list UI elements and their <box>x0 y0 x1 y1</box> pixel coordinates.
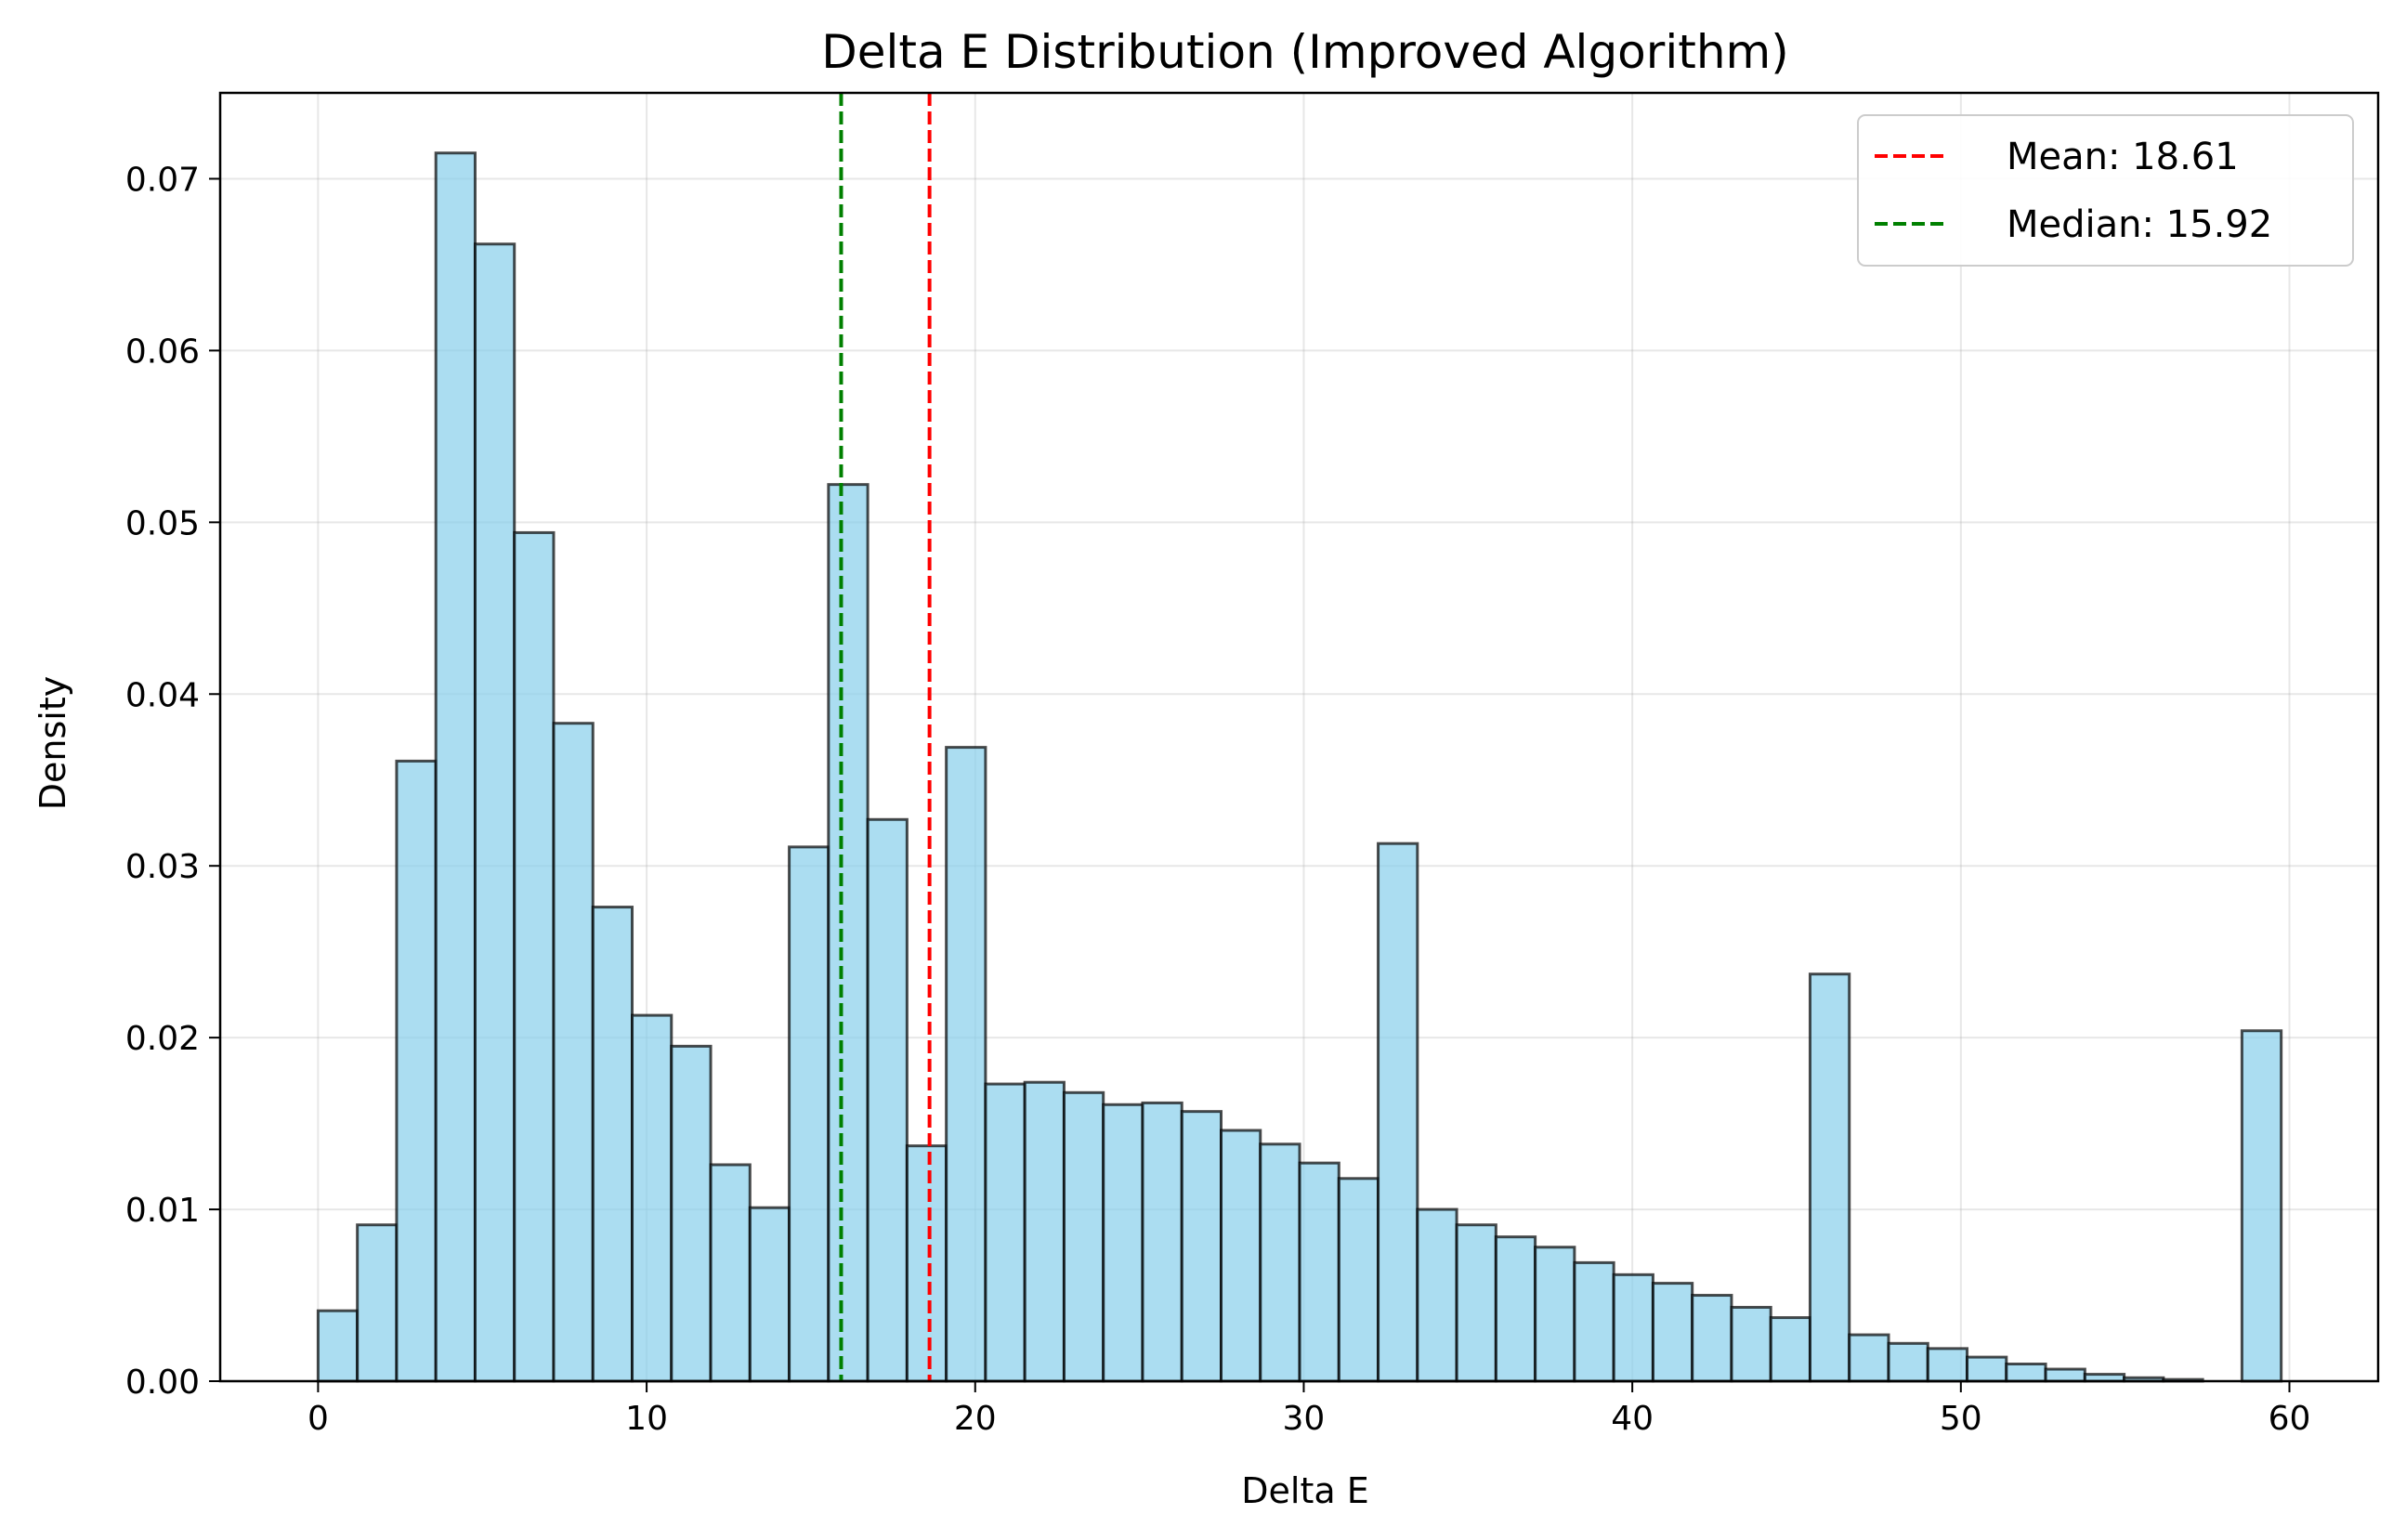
histogram-bar <box>1534 1246 1576 1383</box>
y-tick-label: 0.04 <box>125 676 200 714</box>
histogram-bar <box>748 1206 791 1383</box>
histogram-bar <box>2240 1029 2283 1383</box>
histogram-bar <box>905 1144 948 1383</box>
histogram-bar <box>1416 1207 1458 1383</box>
histogram-bar <box>670 1044 713 1383</box>
histogram-bar <box>827 483 870 1383</box>
histogram-bar <box>1612 1272 1654 1383</box>
histogram-bar <box>1651 1282 1694 1383</box>
histogram-bar <box>945 746 987 1383</box>
histogram-bar <box>1573 1260 1615 1383</box>
y-axis-ticks: 0.00 0.01 0.02 0.03 0.04 0.05 0.06 0.07 <box>125 161 220 1402</box>
x-tick-label: 20 <box>954 1400 997 1438</box>
histogram-bar <box>709 1163 752 1383</box>
histogram-bar <box>1966 1355 2008 1383</box>
x-tick-label: 50 <box>1940 1400 1982 1438</box>
y-tick-label: 0.02 <box>125 1020 200 1058</box>
histogram-bar <box>1730 1305 1772 1383</box>
legend-label-mean: Mean: 18.61 <box>2007 136 2239 178</box>
histogram-bar <box>1926 1347 1969 1383</box>
histogram-bar <box>866 817 909 1383</box>
histogram-bar <box>1180 1110 1223 1383</box>
legend-label-median: Median: 15.92 <box>2007 203 2272 246</box>
x-tick-label: 0 <box>307 1400 329 1438</box>
y-tick-label: 0.03 <box>125 848 200 886</box>
y-tick-label: 0.05 <box>125 504 200 542</box>
histogram-bar <box>1887 1341 1929 1383</box>
histogram-bar <box>434 151 477 1383</box>
y-tick-label: 0.01 <box>125 1192 200 1230</box>
histogram-bar <box>356 1223 399 1383</box>
histogram-bar <box>631 1013 673 1383</box>
histogram-bar <box>1691 1294 1733 1383</box>
histogram-bar <box>984 1082 1026 1383</box>
histogram-bar <box>395 759 438 1383</box>
histogram-bars <box>316 151 2283 1383</box>
histogram-bar <box>1023 1080 1066 1383</box>
histogram-bar <box>1494 1235 1537 1383</box>
histogram-bar <box>513 530 556 1383</box>
histogram-bar <box>2044 1367 2086 1383</box>
histogram-bar <box>316 1309 360 1383</box>
plot-frame <box>218 91 2380 1383</box>
y-axis-label: Density <box>33 676 73 810</box>
x-tick-label: 60 <box>2269 1400 2311 1438</box>
histogram-bar <box>1259 1142 1301 1383</box>
y-tick-label: 0.07 <box>125 161 200 199</box>
histogram-bar <box>1219 1129 1262 1383</box>
histogram-bar <box>591 906 634 1383</box>
reference-lines <box>839 93 932 1381</box>
histogram-bar <box>1102 1103 1144 1383</box>
x-tick-label: 10 <box>625 1400 668 1438</box>
x-tick-label: 30 <box>1283 1400 1326 1438</box>
histogram-bar <box>1337 1177 1380 1383</box>
histogram-bar <box>473 242 517 1383</box>
histogram-bar <box>1298 1161 1340 1383</box>
histogram-bar <box>552 722 595 1383</box>
histogram-bar <box>1808 972 1851 1383</box>
x-axis-label: Delta E <box>1241 1470 1368 1511</box>
legend-box <box>1857 114 2354 267</box>
y-tick-label: 0.00 <box>125 1364 200 1402</box>
histogram-bar <box>1377 842 1419 1383</box>
histogram-bar <box>1141 1101 1183 1383</box>
y-tick-label: 0.06 <box>125 333 200 371</box>
legend: Mean: 18.61 Median: 15.92 <box>1857 114 2354 267</box>
chart-title: Delta E Distribution (Improved Algorithm… <box>821 25 1788 79</box>
histogram-bar <box>1769 1316 1811 1383</box>
histogram-bar <box>788 845 830 1383</box>
histogram-bar <box>2005 1363 2047 1383</box>
x-axis-ticks: 0 10 20 30 40 50 60 <box>307 1381 2310 1438</box>
histogram-bar <box>1848 1333 1890 1383</box>
histogram-bar <box>1062 1090 1105 1383</box>
x-tick-label: 40 <box>1611 1400 1654 1438</box>
histogram-bar <box>1455 1223 1497 1383</box>
